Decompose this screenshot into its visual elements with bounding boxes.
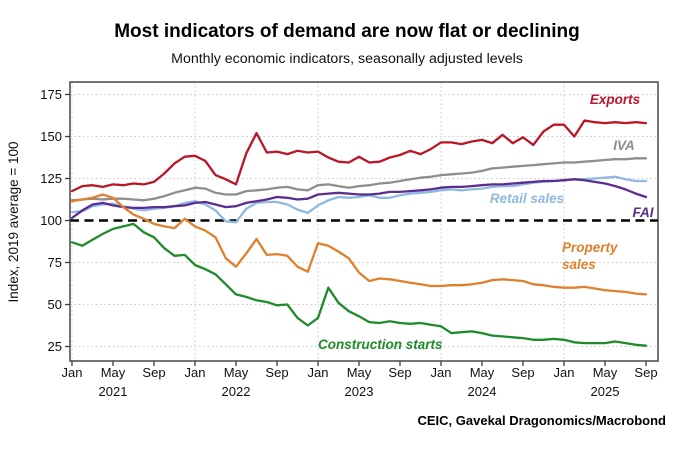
series-label-property-sales: Property sales xyxy=(562,240,619,272)
x-tick-label: Jan xyxy=(431,365,452,380)
series-label-exports: Exports xyxy=(590,92,641,107)
y-tick-label: 50 xyxy=(48,297,62,312)
x-tick-label: Jan xyxy=(554,365,575,380)
x-tick-label: Sep xyxy=(634,365,657,380)
source-credit: CEIC, Gavekal Dragonomics/Macrobond xyxy=(417,413,666,428)
x-tick-label: Sep xyxy=(142,365,165,380)
y-axis-title: Index, 2019 average = 100 xyxy=(6,141,21,302)
series-label-iva: IVA xyxy=(613,138,635,153)
y-tick-label: 25 xyxy=(48,339,62,354)
x-tick-label: Jan xyxy=(185,365,206,380)
y-tick-label: 150 xyxy=(40,129,62,144)
series-label-fai: FAI xyxy=(632,205,653,220)
x-tick-label: May xyxy=(224,365,249,380)
x-tick-label: May xyxy=(101,365,126,380)
x-tick-label: Jan xyxy=(62,365,83,380)
series-line-property-sales xyxy=(70,193,648,296)
x-tick-label: May xyxy=(593,365,618,380)
series-label-layer: Exports IVA Retail sales FAI Property sales Co… xyxy=(318,92,654,352)
x-year-label: 2023 xyxy=(345,384,374,399)
x-tick-label: Sep xyxy=(511,365,534,380)
series-line-iva xyxy=(70,157,648,202)
series-line-exports xyxy=(70,119,648,193)
x-year-label: 2021 xyxy=(99,384,128,399)
x-year-label: 2025 xyxy=(591,384,620,399)
x-year-label: 2022 xyxy=(222,384,251,399)
chart-title: Most indicators of demand are now flat o… xyxy=(114,21,580,42)
series-label-construction-starts: Construction starts xyxy=(318,337,443,352)
y-tick-label: 100 xyxy=(40,213,62,228)
y-tick-label: 75 xyxy=(48,255,62,270)
chart-subtitle: Monthly economic indicators, seasonally … xyxy=(171,51,523,67)
series-line-fai xyxy=(70,178,648,220)
line-layer xyxy=(70,119,648,347)
x-year-label: 2024 xyxy=(468,384,497,399)
plot-frame xyxy=(69,81,659,362)
series-label-retail-sales: Retail sales xyxy=(490,191,565,206)
x-tick-label: Sep xyxy=(265,365,288,380)
axis-layer: 25 50 75 100 125 150 175 Jan May Sep Jan May Sep Jan M… xyxy=(40,81,659,399)
y-tick-label: 125 xyxy=(40,171,62,186)
y-tick-label: 175 xyxy=(40,87,62,102)
x-tick-label: Jan xyxy=(308,365,329,380)
x-tick-label: May xyxy=(347,365,372,380)
series-line-construction-starts xyxy=(70,222,648,347)
x-tick-label: May xyxy=(470,365,495,380)
x-tick-label: Sep xyxy=(388,365,411,380)
